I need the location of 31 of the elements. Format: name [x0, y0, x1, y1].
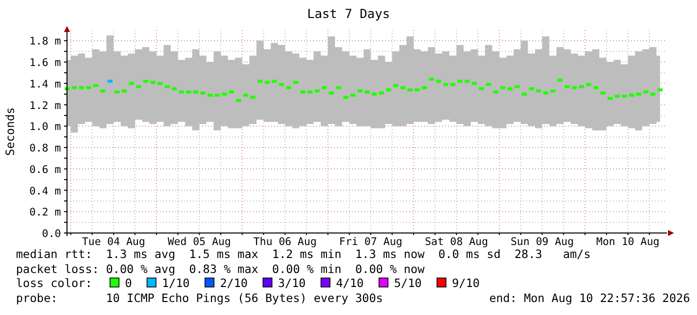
y-tick-label: 1.6 m — [29, 57, 61, 70]
legend-label: 1/10 — [162, 276, 190, 290]
x-tick-label: Fri 07 Aug — [339, 236, 402, 248]
text: packet loss: 0.00 % avg 0.83 % max 0.00 % min 0.00 % now — [16, 262, 425, 276]
y-tick-label: 0.2 m — [29, 206, 61, 219]
legend-label: 0 — [125, 276, 132, 290]
y-axis-title: Seconds — [3, 107, 17, 156]
y-tick-label: 0.4 m — [29, 185, 61, 198]
y-tick-label: 0.8 m — [29, 142, 61, 155]
text: median rtt: 1.3 ms avg 1.5 ms max 1.2 ms min 1.3 ms now 0.0 ms sd 28.3 am/s — [16, 247, 591, 261]
legend-label: 2/10 — [220, 276, 248, 290]
text: end: Mon Aug 10 22:57:36 2026 — [489, 291, 690, 305]
legend-title: loss color: — [16, 276, 92, 290]
legend-label: 9/10 — [452, 276, 480, 290]
y-tick-label: 0.0 — [42, 228, 61, 240]
legend-label: 4/10 — [336, 276, 364, 290]
text: probe: 10 ICMP Echo Pings (56 Bytes) every 300s — [16, 291, 383, 305]
y-tick-label: 1.2 m — [29, 100, 61, 112]
legend-label: 3/10 — [278, 276, 306, 290]
y-tick-label: 1.0 m — [29, 121, 61, 134]
chart-title: Last 7 Days — [307, 6, 390, 21]
y-tick-label: 1.8 m — [29, 36, 61, 48]
legend-label: 5/10 — [394, 276, 422, 290]
x-tick-label: Mon 10 Aug — [596, 236, 660, 248]
y-tick-label: 0.6 m — [29, 164, 61, 176]
x-tick-label: Wed 05 Aug — [168, 236, 231, 248]
x-tick-label: Sun 09 Aug — [510, 236, 574, 248]
x-tick-label: Sat 08 Aug — [424, 236, 488, 248]
x-tick-label: Thu 06 Aug — [253, 236, 317, 248]
x-tick-label: Tue 04 Aug — [82, 236, 146, 248]
y-tick-label: 1.4 m — [29, 78, 61, 90]
